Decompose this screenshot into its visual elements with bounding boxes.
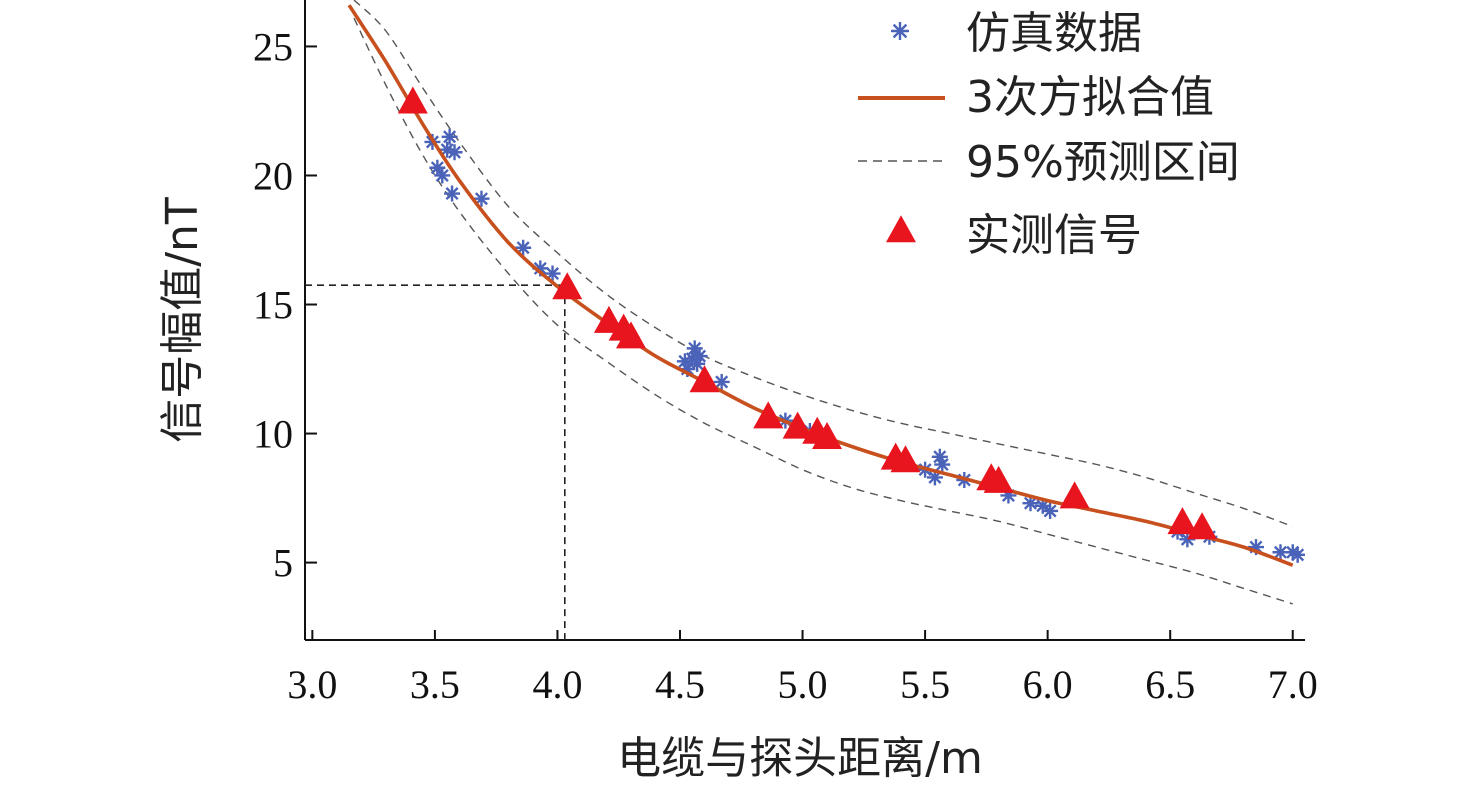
legend-label: 3次方拟合值 — [966, 72, 1214, 123]
simulation-point — [444, 185, 461, 202]
simulation-point — [515, 239, 532, 256]
measured-point — [552, 272, 583, 300]
simulation-point — [1042, 502, 1059, 519]
measured-point — [983, 465, 1014, 493]
measured-point — [890, 445, 921, 473]
x-tick-label: 4.5 — [655, 662, 705, 707]
plot-area — [305, 0, 1305, 640]
x-tick-label: 6.5 — [1145, 662, 1195, 707]
y-tick-label: 20 — [253, 153, 293, 198]
legend-simulation-marker — [891, 22, 909, 40]
x-tick-label: 6.0 — [1023, 662, 1073, 707]
y-tick-label: 10 — [253, 412, 293, 457]
measured-point — [593, 305, 624, 333]
measured-point — [1187, 512, 1218, 540]
y-axis-title: 信号幅值/nT — [157, 197, 208, 443]
measured-point — [689, 365, 720, 393]
simulation-point — [691, 348, 708, 365]
y-tick-label: 15 — [253, 283, 293, 328]
measured-point — [782, 411, 813, 439]
x-axis-title: 电缆与探头距离/m — [617, 733, 983, 784]
legend-label: 实测信号 — [966, 210, 1142, 261]
simulation-point — [934, 456, 951, 473]
simulation-point — [713, 373, 730, 390]
legend-measured-marker — [886, 215, 916, 243]
x-tick-label: 5.0 — [778, 662, 828, 707]
x-tick-label: 3.0 — [287, 662, 337, 707]
y-tick-label: 25 — [253, 24, 293, 69]
simulation-point — [446, 144, 463, 161]
x-tick-label: 7.0 — [1268, 662, 1318, 707]
axes: 3.0 3.5 4.0 4.5 5.0 5.5 6.0 6.5 7.0 5 10 15 20 25 — [253, 0, 1318, 707]
x-tick-label: 5.5 — [900, 662, 950, 707]
measured-point — [753, 401, 784, 429]
measured-point — [1167, 507, 1198, 535]
legend-label: 95%预测区间 — [966, 137, 1240, 188]
prediction-interval-lower — [353, 17, 1293, 605]
x-tick-label: 3.5 — [410, 662, 460, 707]
simulation-point — [1289, 546, 1305, 563]
prediction-interval-upper — [353, 0, 1293, 528]
measured-point — [397, 86, 428, 114]
x-tick-label: 4.0 — [532, 662, 582, 707]
measured-point — [1059, 481, 1090, 509]
measured-point — [812, 421, 843, 449]
simulation-point — [544, 265, 561, 282]
y-tick-label: 5 — [273, 541, 293, 586]
measured-point — [615, 321, 646, 349]
legend-label: 仿真数据 — [966, 8, 1142, 59]
simulation-point — [441, 128, 458, 145]
simulation-point — [434, 167, 451, 184]
